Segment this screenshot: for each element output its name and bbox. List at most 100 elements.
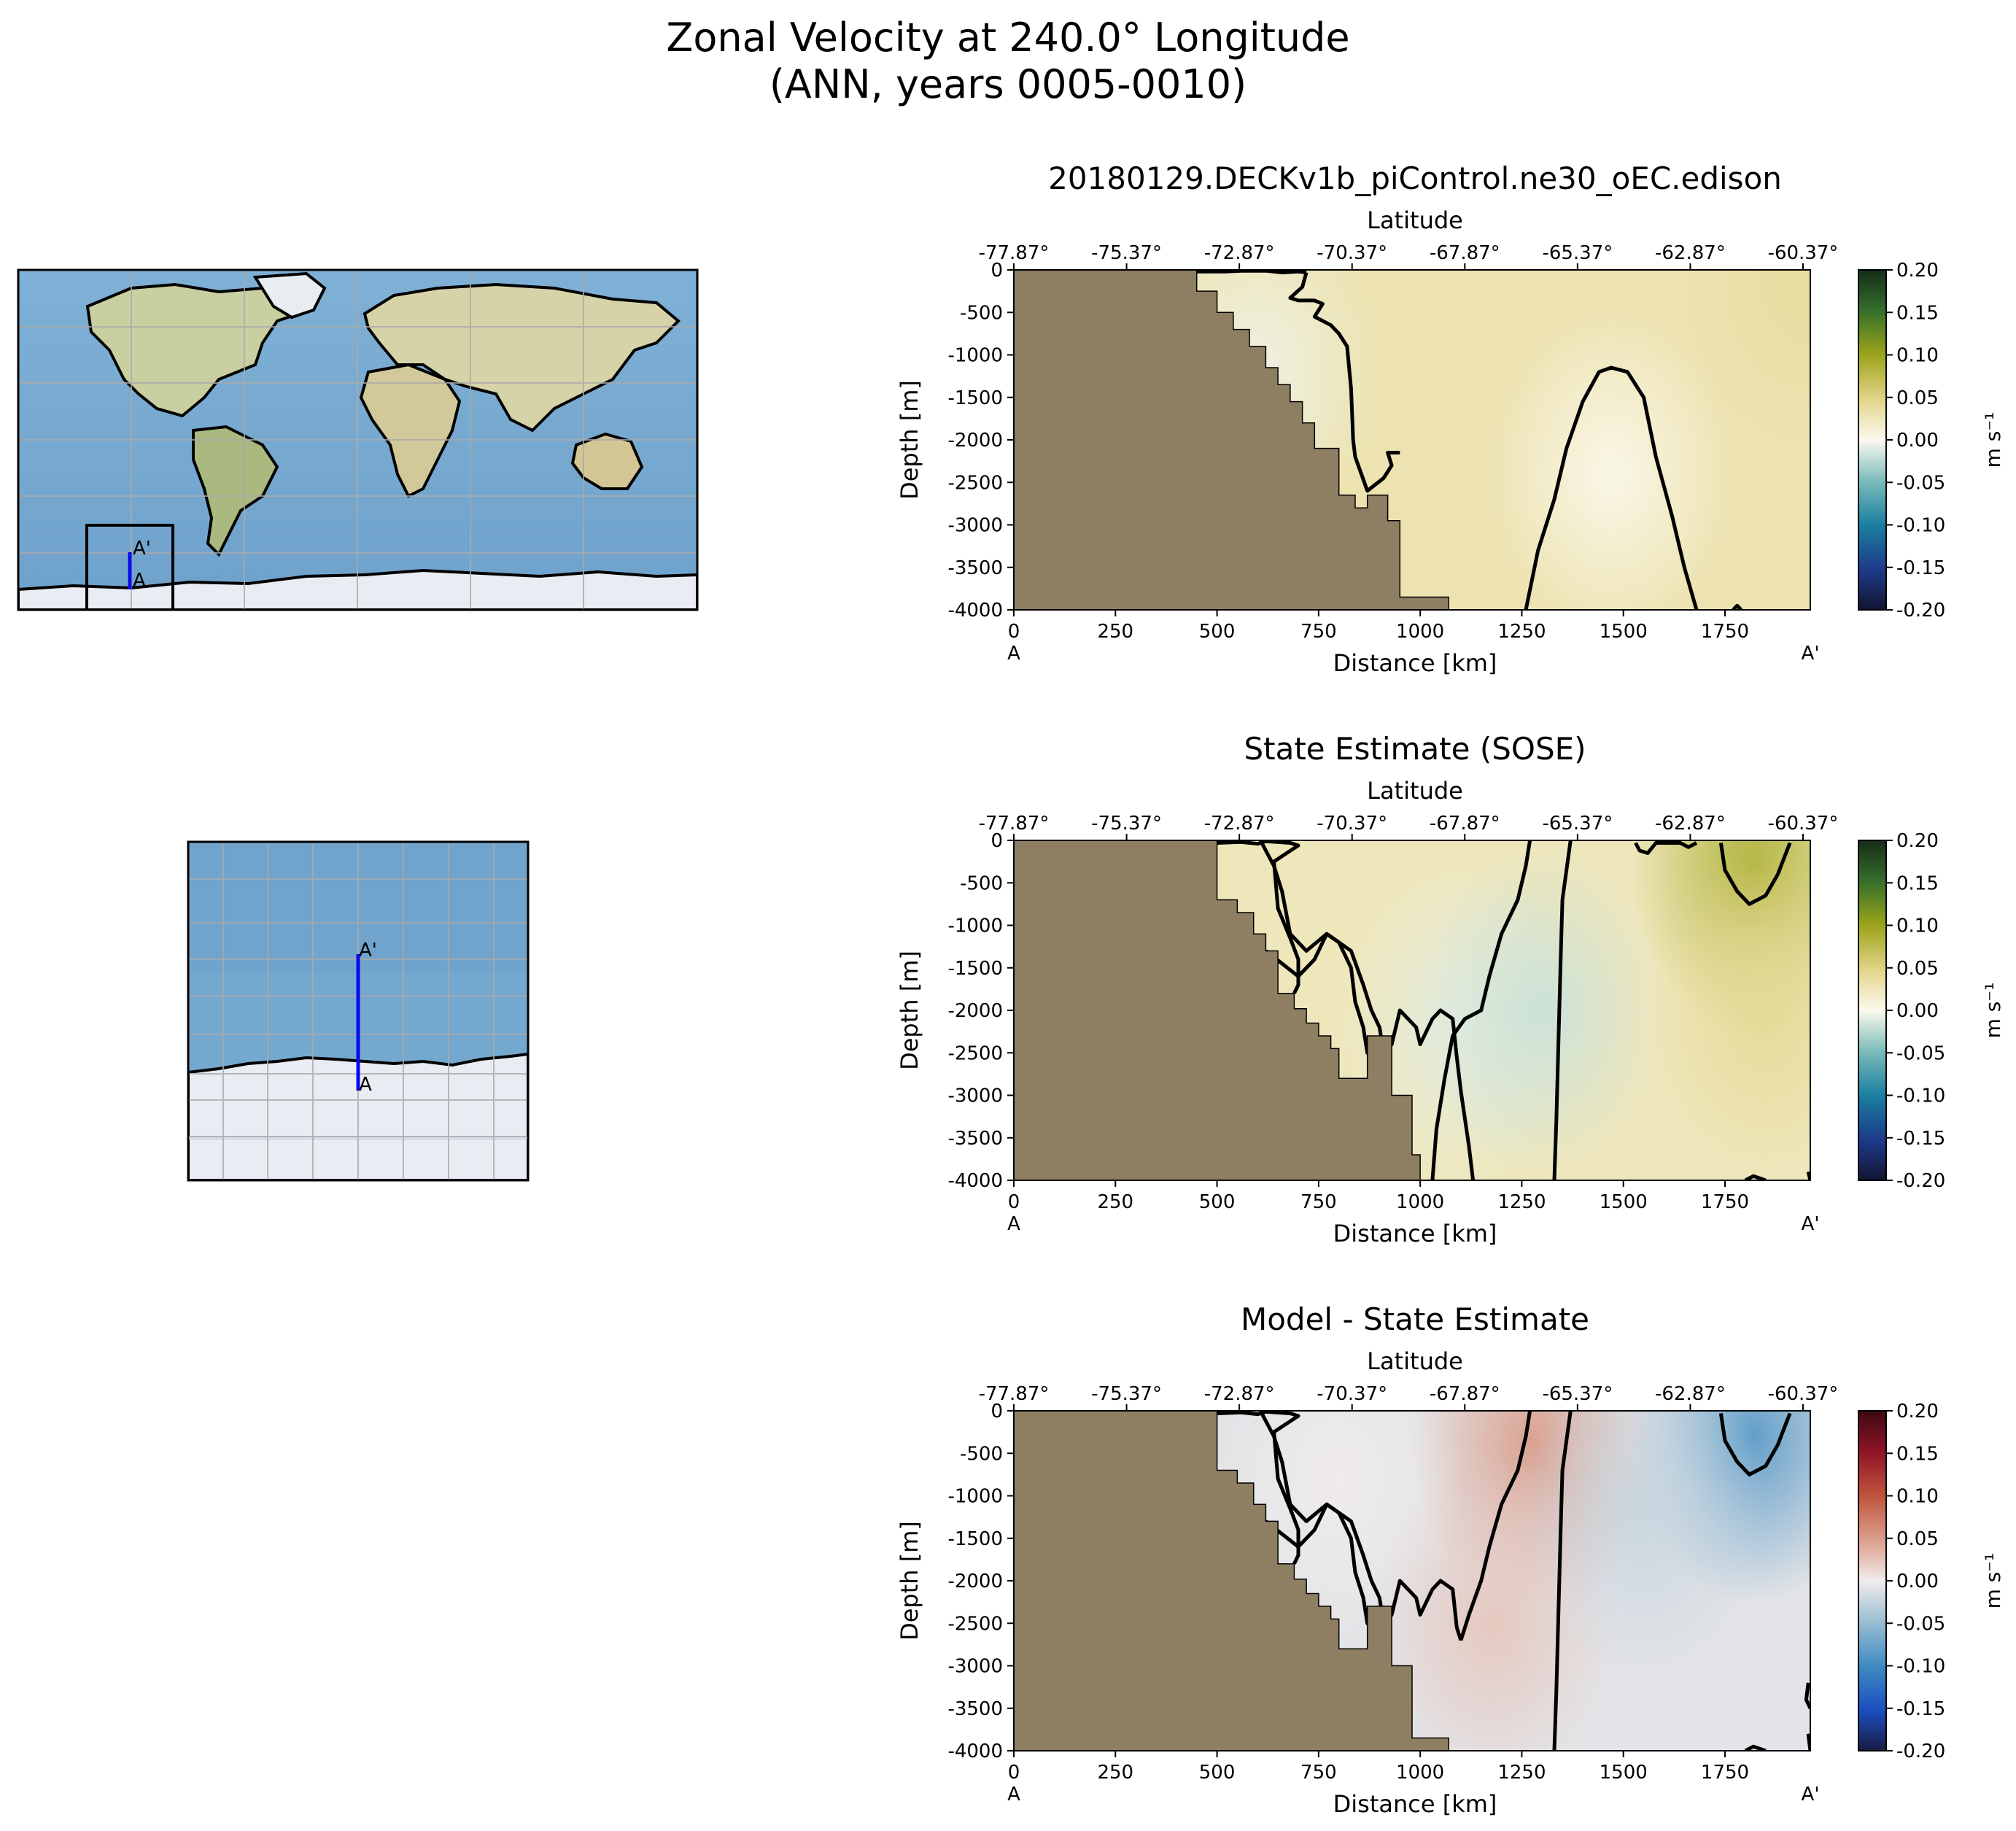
region-box — [85, 524, 174, 610]
figure-title-line1: Zonal Velocity at 240.0° Longitude — [666, 15, 1350, 61]
latitude-tick-label: -65.37° — [1542, 242, 1613, 264]
latitude-tick-label: -72.87° — [1204, 242, 1275, 264]
x-tick-label: 1250 — [1497, 621, 1546, 643]
endpoint-label-a-prime: A' — [1802, 1213, 1820, 1235]
endpoint-label-a: A — [1007, 643, 1020, 665]
colorbar-tick-label: 0.10 — [1896, 1486, 1939, 1508]
latitude-tick-label: -65.37° — [1542, 813, 1613, 835]
latitude-tick-label: -70.37° — [1317, 242, 1387, 264]
zero-contour-line — [1552, 840, 1573, 1180]
section-velocity-anomaly — [1487, 306, 1735, 610]
y-tick-label: -2000 — [947, 430, 1003, 452]
colorbar-tick-label: -0.05 — [1896, 1042, 1945, 1064]
endpoint-label-a-prime: A' — [1802, 643, 1820, 665]
x-tick-label: 1750 — [1701, 1191, 1749, 1213]
latitude-tick-label: -75.37° — [1091, 1383, 1162, 1405]
latitude-label-diff: Latitude — [1367, 1347, 1463, 1375]
y-tick-label: 0 — [990, 830, 1003, 852]
zero-contour-line — [1217, 1411, 1300, 1565]
y-tick-label: -4000 — [947, 1170, 1003, 1192]
y-tick-label: 0 — [990, 260, 1003, 282]
zero-contour-line — [1744, 1174, 1767, 1180]
x-tick-label: 750 — [1300, 1762, 1337, 1784]
latitude-tick-label: -62.87° — [1655, 1383, 1726, 1405]
x-tick-label: 0 — [1008, 1762, 1020, 1784]
zero-contour-line — [1430, 840, 1532, 1180]
colorbar-tick-label: -0.15 — [1896, 1698, 1945, 1720]
bathymetry-land — [1014, 840, 1421, 1180]
colorbar-tick-label: 0.20 — [1896, 830, 1939, 852]
y-tick-label: -4000 — [947, 600, 1003, 622]
y-tick-label: -3500 — [947, 557, 1003, 579]
y-tick-label: -3500 — [947, 1128, 1003, 1150]
colorbar-tick-label: 0.05 — [1896, 1528, 1939, 1550]
colorbar-tick-label: 0.00 — [1896, 1571, 1939, 1592]
panel-title-sose: State Estimate (SOSE) — [1244, 731, 1586, 767]
colorbar — [1858, 269, 1887, 611]
colorbar-unit-label: m s⁻¹ — [1981, 1553, 2005, 1609]
bathymetry-land — [1014, 1411, 1449, 1751]
colorbar-unit-label: m s⁻¹ — [1981, 412, 2005, 468]
y-tick-label: -2500 — [947, 1613, 1003, 1635]
colorbar-tick-label: 0.05 — [1896, 387, 1939, 409]
x-tick-label: 1000 — [1396, 621, 1444, 643]
latitude-tick-label: -72.87° — [1204, 1383, 1275, 1405]
continent-australia — [570, 432, 644, 490]
inset-label-end: A' — [359, 940, 377, 961]
colorbar-tick-label: 0.20 — [1896, 1401, 1939, 1422]
x-tick-label: 250 — [1097, 621, 1133, 643]
zero-contour-line — [1718, 842, 1792, 906]
global-label-start: A — [133, 570, 146, 592]
colorbar-tick-label: -0.20 — [1896, 600, 1945, 622]
inset-map: A' A — [188, 842, 528, 1180]
xlabel-model: Distance [km] — [1333, 649, 1497, 677]
endpoint-label-a-prime: A' — [1802, 1784, 1820, 1805]
latitude-tick-label: -77.87° — [979, 813, 1050, 835]
endpoint-label-a: A — [1007, 1213, 1020, 1235]
ylabel: Depth [m] — [896, 951, 923, 1070]
latitude-tick-label: -70.37° — [1317, 1383, 1387, 1405]
endpoint-label-a: A — [1007, 1784, 1020, 1805]
section-velocity-anomaly — [1682, 270, 1810, 446]
y-tick-label: 0 — [990, 1401, 1003, 1422]
colorbar-tick-label: 0.15 — [1896, 872, 1939, 894]
section-velocity-anomaly — [1519, 1411, 1768, 1681]
colorbar-tick-label: -0.20 — [1896, 1741, 1945, 1762]
latitude-tick-label: -60.37° — [1768, 242, 1839, 264]
latitude-tick-label: -67.87° — [1430, 1383, 1500, 1405]
global-map: A' A — [18, 270, 697, 610]
latitude-tick-label: -77.87° — [979, 1383, 1050, 1405]
y-tick-label: -2500 — [947, 472, 1003, 494]
colorbar-tick-label: -0.15 — [1896, 1128, 1945, 1150]
section-panel-sose: 0 250 500 750 1000 1250 1500 1750 A A' -77.87° -75.… — [896, 813, 2005, 1235]
inset-map-frame — [187, 840, 530, 1182]
bathymetry-land — [1014, 270, 1449, 610]
ylabel: Depth [m] — [896, 380, 923, 500]
y-tick-label: -2000 — [947, 1571, 1003, 1592]
colorbar-tick-label: -0.10 — [1896, 1085, 1945, 1107]
colorbar-tick-label: 0.15 — [1896, 1443, 1939, 1465]
zero-contour-line — [1732, 603, 1743, 610]
latitude-label-sose: Latitude — [1367, 777, 1463, 805]
continent-africa — [359, 363, 462, 498]
ylabel: Depth [m] — [896, 1521, 923, 1641]
y-tick-label: -1000 — [947, 345, 1003, 367]
colorbar-tick-label: -0.15 — [1896, 557, 1945, 579]
colorbar-tick-label: 0.20 — [1896, 260, 1939, 282]
latitude-tick-label: -67.87° — [1430, 813, 1500, 835]
latitude-label-model: Latitude — [1367, 206, 1463, 234]
zero-contour-line — [1524, 365, 1699, 610]
x-tick-label: 250 — [1097, 1191, 1133, 1213]
y-tick-label: -1000 — [947, 916, 1003, 937]
y-tick-label: -500 — [960, 872, 1003, 894]
colorbar-tick-label: 0.05 — [1896, 958, 1939, 980]
section-velocity-anomaly — [1641, 843, 1810, 1178]
colorbar-tick-label: -0.20 — [1896, 1170, 1945, 1192]
global-label-end: A' — [133, 538, 151, 560]
x-tick-label: 1500 — [1600, 1191, 1648, 1213]
zero-contour-line — [1718, 1412, 1792, 1476]
y-tick-label: -1500 — [947, 1528, 1003, 1550]
figure-title-line2: (ANN, years 0005-0010) — [769, 61, 1247, 107]
x-tick-label: 1750 — [1701, 621, 1749, 643]
zero-contour-line — [1196, 270, 1307, 274]
